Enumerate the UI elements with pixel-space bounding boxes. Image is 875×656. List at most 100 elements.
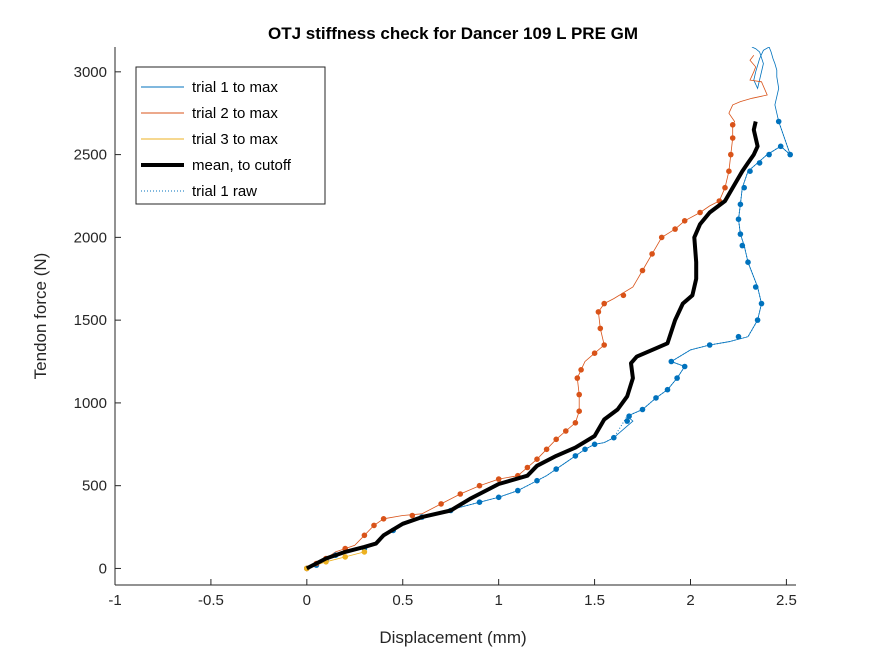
trial-1-marker: [775, 118, 782, 125]
legend-entry-label: trial 1 to max: [192, 79, 278, 96]
trial-2-marker: [534, 456, 540, 463]
trial-1-marker: [611, 434, 617, 441]
trial-2-marker: [681, 218, 688, 224]
x-tick-label: -1: [108, 592, 121, 609]
chart-title: OTJ stiffness check for Dancer 109 L PRE…: [268, 24, 638, 43]
trial-2-marker: [543, 446, 550, 453]
trial-2-marker: [591, 350, 598, 357]
trial-1-marker: [747, 168, 753, 174]
trial-1-marker: [668, 358, 675, 365]
trial-2-marker: [620, 292, 627, 299]
y-tick-label: 3000: [74, 64, 107, 81]
legend-entry-label: trial 2 to max: [192, 105, 278, 122]
trial-2-marker: [495, 476, 502, 482]
trial-2-marker: [572, 420, 579, 426]
trial-1-marker: [591, 441, 598, 448]
trial-1-marker: [534, 477, 540, 484]
trial-2-marker: [728, 151, 734, 158]
trial-2-marker: [578, 367, 584, 373]
y-tick-label: 0: [99, 560, 107, 577]
trial-1-marker: [582, 446, 588, 453]
trial-1-marker: [787, 151, 793, 158]
trial-1-marker: [737, 231, 744, 237]
trial-2-marker: [722, 184, 728, 191]
trial-2-marker: [524, 464, 531, 471]
trial-3-marker: [361, 549, 368, 555]
y-tick-label: 1500: [74, 312, 107, 329]
y-tick-label: 500: [82, 478, 107, 495]
y-tick-label: 2000: [74, 229, 107, 246]
trial-2-marker: [438, 501, 444, 507]
trial-1-marker: [653, 395, 659, 401]
trial-2-marker: [639, 267, 646, 274]
x-tick-label: 1: [494, 592, 502, 609]
trial-2-marker: [601, 300, 607, 307]
legend-entry-label: trial 3 to max: [192, 131, 278, 148]
trial-2-marker: [457, 491, 464, 497]
trial-1-marker: [553, 466, 559, 472]
trial-2-marker: [361, 532, 368, 539]
x-tick-label: 0.5: [392, 592, 413, 609]
y-tick-label: 1000: [74, 395, 107, 412]
trial-2-marker: [729, 122, 736, 128]
trial-1-marker: [766, 151, 772, 158]
trial-1-marker: [515, 487, 521, 494]
trial-2-marker: [576, 408, 582, 415]
x-axis-label: Displacement (mm): [379, 628, 526, 647]
trial-1-marker: [664, 386, 671, 393]
trial-2-marker: [563, 428, 569, 434]
trial-2-marker: [658, 234, 665, 241]
trial-1-marker: [681, 363, 688, 370]
trial-1-marker: [745, 259, 751, 266]
x-tick-label: 1.5: [584, 592, 605, 609]
trial-2-marker: [601, 342, 607, 348]
trial-1-marker: [495, 494, 502, 501]
trial-2-marker: [649, 251, 655, 257]
trial-1-marker: [758, 300, 765, 307]
trial-1-marker: [756, 160, 763, 166]
trial-2-marker: [371, 522, 377, 529]
trial-1-marker: [674, 375, 680, 381]
trial-1-marker: [624, 418, 630, 424]
legend: trial 1 to max trial 2 to max trial 3 to m…: [135, 66, 326, 205]
trial-1-marker: [572, 453, 579, 459]
series-layer: [304, 47, 793, 572]
x-tick-label: 2.5: [776, 592, 797, 609]
trial-1-marker: [706, 342, 713, 348]
x-tick-label: 0: [303, 592, 311, 609]
trial-2-marker: [595, 309, 602, 315]
trial-2-marker: [597, 325, 604, 332]
trial-1-marker: [735, 333, 742, 340]
x-tick-label: 2: [686, 592, 694, 609]
trial-1-marker: [739, 242, 746, 249]
trial-1-marker: [741, 184, 747, 191]
legend-entry-label: trial 1 raw: [192, 183, 257, 200]
axes-layer: -1 -0.5 0 0.5 1 1.5 2 2.5 0 500 1000 1500 2000 2500 30…: [74, 47, 797, 609]
trial-2-marker: [672, 226, 678, 232]
trial-1-marker: [735, 216, 742, 222]
legend-box: [135, 66, 326, 205]
trial-2-marker: [380, 516, 387, 522]
trial-2-marker: [574, 375, 581, 381]
series-mean: [305, 121, 760, 571]
trial-1-marker: [476, 499, 483, 506]
x-tick-label: -0.5: [198, 592, 224, 609]
trial-2-marker: [697, 209, 703, 216]
trial-1-marker: [754, 317, 761, 323]
legend-entry-label: mean, to cutoff: [192, 157, 292, 174]
trial-2-marker: [476, 482, 483, 489]
trial-2-marker: [726, 168, 732, 174]
trial-1-marker: [737, 201, 744, 208]
trial-3-marker: [342, 554, 349, 560]
y-axis-label: Tendon force (N): [31, 253, 50, 380]
y-tick-label: 2500: [74, 147, 107, 164]
trial-1-marker: [639, 406, 646, 413]
trial-2-marker: [729, 135, 736, 141]
trial-2-marker: [553, 436, 559, 443]
trial-1-marker: [777, 143, 784, 150]
trial-1-marker: [626, 413, 632, 420]
trial-2-marker: [409, 512, 416, 519]
trial-2-marker: [576, 391, 582, 398]
trial-1-marker: [752, 284, 759, 290]
